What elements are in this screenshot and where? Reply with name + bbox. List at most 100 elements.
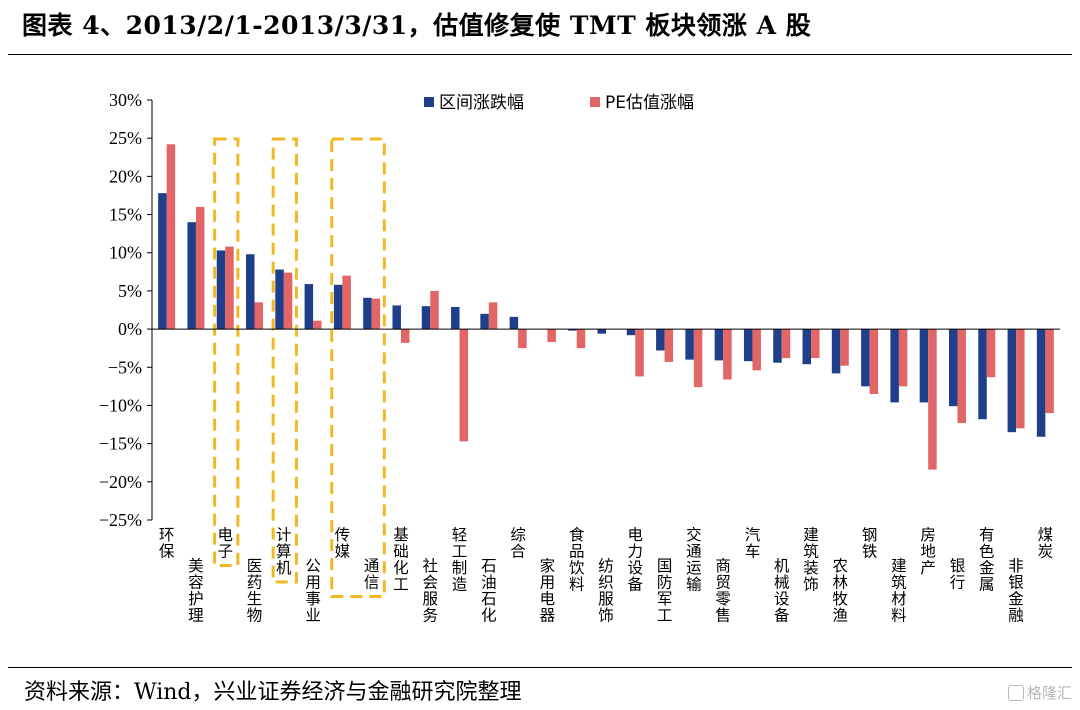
bar-pe-change-10	[459, 329, 469, 442]
x-category-label: 公用事业	[305, 557, 321, 625]
y-tick-label: 5%	[118, 281, 142, 301]
bar-range-change-0	[158, 193, 167, 330]
bar-range-change-12	[509, 316, 519, 330]
bar-range-change-22	[802, 329, 812, 365]
bar-pe-change-17	[664, 329, 674, 362]
x-category-label: 钢铁	[862, 526, 878, 561]
bar-range-change-18	[685, 329, 694, 360]
x-category-label: 美容护理	[188, 557, 204, 625]
x-category-label: 建筑材料	[891, 557, 907, 625]
y-tick-label: 20%	[109, 166, 142, 186]
bar-pe-change-26	[928, 329, 937, 470]
figure-title: 图表 4、2013/2/1-2013/3/31，估值修复使 TMT 板块领涨 A…	[22, 11, 812, 40]
bar-pe-change-5	[313, 320, 322, 330]
bar-chart: 30% 25% 20% 15% 10% 5% 0% −5% −10% −15% −20% −25% 环…	[99, 90, 1060, 625]
bar-pe-change-6	[342, 275, 351, 330]
y-tick-label: −15%	[99, 434, 142, 454]
top-rule	[8, 54, 1072, 55]
y-tick-label: 15%	[109, 205, 142, 225]
bar-pe-change-0	[166, 144, 176, 330]
bar-range-change-27	[948, 329, 958, 407]
bar-pe-change-9	[430, 290, 439, 330]
x-category-label: 煤炭	[1038, 526, 1054, 561]
x-category-label: 汽车	[745, 526, 761, 561]
bar-pe-change-7	[371, 298, 381, 330]
bar-pe-change-2	[225, 246, 234, 330]
bar-range-change-17	[656, 329, 665, 351]
bar-range-change-5	[304, 284, 314, 330]
legend-label-1: PE估值涨幅	[605, 93, 694, 113]
bar-range-change-25	[890, 329, 899, 403]
x-category-label: 银行	[950, 557, 966, 592]
x-category-label: 社会服务	[423, 557, 439, 625]
y-tick-label: 0%	[118, 319, 142, 339]
bar-range-change-10	[451, 306, 460, 330]
bar-range-change-7	[363, 297, 372, 330]
x-category-label: 医药生物	[247, 557, 263, 625]
x-category-label: 电力设备	[628, 526, 644, 594]
x-category-label: 通信	[364, 557, 380, 592]
x-category-label: 交通运输	[686, 526, 702, 594]
highlight-box-2	[330, 137, 386, 598]
y-tick-label: −10%	[99, 395, 142, 415]
bar-pe-change-13	[547, 329, 556, 343]
x-category-label: 农林牧渔	[833, 557, 849, 625]
bar-pe-change-29	[1016, 329, 1025, 429]
bar-pe-change-24	[869, 329, 879, 394]
x-category-label: 家用电器	[540, 557, 556, 625]
x-category-label: 建筑装饰	[803, 526, 819, 594]
bar-pe-change-20	[752, 329, 761, 371]
bar-pe-change-18	[693, 329, 703, 388]
bar-pe-change-12	[518, 329, 527, 349]
bar-range-change-4	[275, 269, 284, 330]
x-category-label: 电子	[217, 526, 233, 561]
bar-pe-change-1	[195, 206, 205, 330]
bar-pe-change-27	[957, 329, 966, 424]
x-category-label: 商贸零售	[715, 557, 731, 625]
x-category-label: 石油石化	[481, 557, 497, 625]
bar-range-change-2	[216, 250, 226, 330]
bar-pe-change-25	[898, 329, 908, 387]
x-category-label: 国防军工	[657, 557, 673, 625]
x-category-label: 非银金融	[1008, 557, 1024, 625]
bar-range-change-29	[1007, 329, 1017, 433]
watermark-text: 格隆汇	[1026, 684, 1072, 702]
bar-pe-change-22	[811, 329, 820, 359]
x-category-label: 计算机	[276, 526, 292, 577]
bar-pe-change-28	[986, 329, 996, 378]
bar-range-change-8	[392, 305, 401, 330]
watermark-logo-icon	[1007, 685, 1024, 701]
bar-pe-change-16	[635, 329, 644, 377]
y-tick-label: 25%	[109, 128, 142, 148]
x-category-label: 环保	[159, 526, 175, 561]
bar-range-change-14	[568, 329, 577, 331]
y-tick-label: −5%	[108, 357, 142, 377]
bar-pe-change-8	[400, 329, 410, 343]
y-tick-label: 30%	[109, 90, 142, 110]
bar-range-change-3	[246, 254, 255, 330]
legend: 区间涨跌幅 PE估值涨幅	[424, 93, 694, 113]
bar-range-change-23	[831, 329, 841, 374]
x-category-label: 机械设备	[774, 557, 790, 625]
y-axis-ticks: 30% 25% 20% 15% 10% 5% 0% −5% −10% −15% −20% −25%	[99, 90, 152, 530]
source-note: 资料来源：Wind，兴业证券经济与金融研究院整理	[24, 680, 522, 705]
y-tick-label: −25%	[99, 510, 142, 530]
bar-pe-change-23	[840, 329, 849, 366]
bar-range-change-15	[597, 329, 606, 334]
bar-range-change-11	[480, 313, 489, 330]
x-category-label: 食品饮料	[569, 526, 585, 594]
y-tick-label: −20%	[99, 472, 142, 492]
x-category-label: 轻工制造	[452, 526, 468, 594]
bar-range-change-9	[421, 306, 431, 330]
x-category-label: 纺织服饰	[598, 557, 614, 625]
legend-swatch-0	[424, 97, 434, 107]
legend-swatch-1	[590, 97, 600, 107]
x-category-label: 综合	[510, 526, 526, 561]
bar-pe-change-11	[488, 302, 498, 330]
x-category-label: 基础化工	[393, 526, 409, 594]
bars	[158, 144, 1054, 470]
bar-range-change-1	[187, 222, 196, 330]
bar-range-change-19	[714, 329, 724, 361]
bar-pe-change-4	[283, 272, 293, 330]
